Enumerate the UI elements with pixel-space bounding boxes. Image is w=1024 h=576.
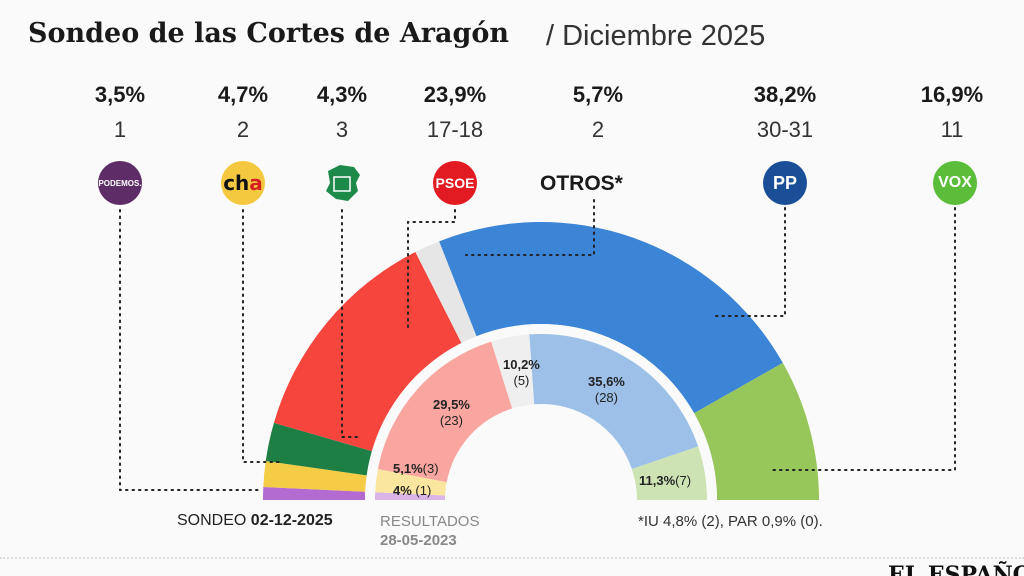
- prev-psoe-label: 29,5% (23): [433, 397, 470, 428]
- podemos-pct: 3,5%: [94, 82, 146, 107]
- chart-subtitle: / Diciembre 2025: [546, 20, 766, 52]
- leader-line-teruel-existe: [341, 209, 363, 438]
- teruel-existe-seats: 3: [335, 117, 349, 142]
- sondeo-segment-pp: [439, 221, 783, 414]
- prev-vox-label: 11,3%(7): [639, 473, 692, 488]
- prev-podemos-label: 4% (1): [393, 483, 432, 498]
- resultados-label: RESULTADOS: [380, 513, 480, 530]
- prev-otros-label: 10,2% (5): [503, 357, 540, 388]
- otros-pct: 5,7%: [572, 82, 624, 107]
- pp-logo-icon: PP: [763, 161, 807, 205]
- otros-label: OTROS*: [540, 172, 623, 195]
- sondeo-segment-cha: [263, 461, 367, 492]
- brand-logo: EL ESPAÑOL: [888, 562, 1024, 576]
- psoe-seats: 17-18: [426, 117, 484, 142]
- resultados-segment-cha: [375, 469, 447, 496]
- leader-line-podemos: [119, 209, 263, 491]
- vox-pct: 16,9%: [920, 82, 984, 107]
- sondeo-caption: SONDEO 02-12-2025: [177, 512, 333, 529]
- psoe-pct: 23,9%: [423, 82, 487, 107]
- teruel-existe-logo-icon: [320, 161, 364, 205]
- vox-seats: 11: [940, 117, 964, 142]
- cha-logo-icon: ch a: [221, 161, 265, 205]
- podemos-seats: 1: [113, 117, 127, 142]
- resultados-segment-podemos: [375, 492, 446, 500]
- sondeo-segment-podemos: [263, 486, 366, 500]
- resultados-segment-otros: [491, 334, 535, 409]
- vox-logo-icon: VOX: [933, 161, 977, 205]
- sondeo-segment-otros: [415, 241, 477, 343]
- otros-seats: 2: [591, 117, 605, 142]
- sondeo-segment-vox: [694, 362, 819, 500]
- leader-line-cha: [242, 209, 281, 463]
- sondeo-segment-psoe: [273, 252, 462, 452]
- prev-cha-label: 5,1%(3): [393, 461, 439, 476]
- prev-pp-label: 35,6% (28): [588, 374, 625, 405]
- pp-pct: 38,2%: [753, 82, 817, 107]
- resultados-segment-pp: [529, 334, 699, 470]
- resultados-date: 28-05-2023: [380, 532, 457, 549]
- sondeo-segment-teruel-existe: [265, 422, 372, 476]
- leader-line-psoe: [407, 209, 456, 331]
- divider: [0, 557, 1024, 559]
- leader-line-vox: [769, 207, 956, 471]
- resultados-segment-psoe: [377, 341, 513, 483]
- podemos-logo-icon: PODEMOS.: [98, 161, 142, 205]
- footnote: *IU 4,8% (2), PAR 0,9% (0).: [638, 513, 823, 530]
- psoe-logo-icon: PSOE: [433, 161, 477, 205]
- pp-seats: 30-31: [756, 117, 814, 142]
- resultados-segment-vox: [631, 446, 707, 500]
- teruel-existe-pct: 4,3%: [316, 82, 368, 107]
- cha-seats: 2: [236, 117, 250, 142]
- cha-pct: 4,7%: [217, 82, 269, 107]
- chart-title: Sondeo de las Cortes de Aragón: [28, 18, 510, 49]
